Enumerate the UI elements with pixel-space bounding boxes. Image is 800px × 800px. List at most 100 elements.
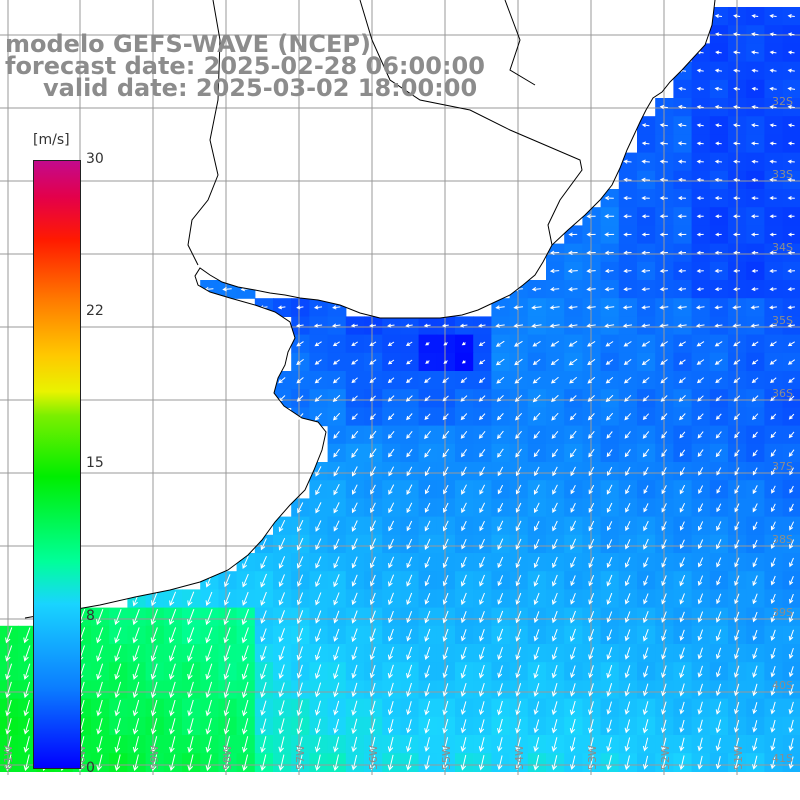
wind-arrow [151, 736, 158, 753]
wind-arrow [789, 593, 794, 604]
wind-arrow [351, 556, 358, 569]
wind-arrow [387, 754, 394, 771]
wind-arrow [715, 449, 722, 458]
wind-arrow [315, 574, 322, 588]
lat-label: 33S [772, 168, 793, 181]
wind-arrow [479, 611, 485, 624]
wind-arrow [150, 645, 158, 662]
wind-arrow [549, 323, 560, 328]
wind-arrow [623, 287, 632, 292]
wind-arrow [714, 86, 723, 91]
wind-arrow [351, 520, 358, 532]
wind-arrow [424, 628, 431, 642]
wind-arrow [787, 50, 795, 55]
wind-arrow [278, 610, 285, 625]
wind-arrow [150, 718, 158, 735]
wind-arrow [698, 521, 704, 531]
wind-arrow [624, 665, 631, 679]
wind-arrow [5, 645, 13, 662]
wind-arrow [531, 323, 542, 328]
wind-arrow [315, 538, 322, 551]
wind-arrow [169, 591, 177, 607]
wind-arrow [550, 340, 560, 347]
wind-arrow [770, 575, 776, 586]
wind-arrow [351, 502, 358, 514]
wind-arrow [496, 413, 504, 421]
wind-arrow [770, 647, 776, 660]
wind-arrow [351, 395, 358, 402]
wind-arrow [315, 592, 322, 606]
wind-arrow [406, 574, 413, 587]
wind-arrow [679, 737, 685, 752]
wind-arrow [588, 430, 595, 439]
wind-arrow [478, 430, 486, 439]
wind-arrow [659, 177, 668, 182]
wind-arrow [661, 755, 667, 770]
wind-arrow [750, 141, 759, 146]
wind-arrow [641, 141, 650, 146]
wind-arrow [787, 68, 795, 73]
wind-arrow [114, 699, 121, 717]
wind-arrow [788, 611, 794, 623]
wind-arrow [114, 754, 121, 772]
wind-arrow [641, 287, 650, 292]
wind-arrow [532, 359, 541, 366]
wind-arrow [715, 629, 722, 642]
wind-arrow [388, 520, 395, 532]
wind-arrow [716, 593, 722, 605]
wind-arrow [752, 755, 758, 770]
wind-arrow [733, 413, 741, 421]
wind-arrow [442, 647, 449, 660]
wind-arrow [769, 268, 777, 273]
wind-arrow [606, 539, 613, 550]
wind-arrow [678, 341, 686, 347]
lon-label: 57W [294, 745, 307, 770]
wind-arrow [587, 395, 595, 402]
wind-arrow [278, 628, 285, 643]
wind-arrow [296, 592, 304, 606]
wind-arrow [332, 377, 341, 384]
wind-arrow [715, 232, 722, 237]
wind-arrow [187, 754, 194, 772]
wind-arrow [495, 358, 505, 366]
wind-arrow [770, 449, 777, 457]
wind-arrow [642, 448, 650, 458]
wind-arrow [514, 376, 523, 384]
wind-arrow [223, 699, 231, 717]
wind-arrow [733, 105, 741, 110]
wind-arrow [696, 232, 704, 237]
wind-arrow [587, 413, 595, 421]
wind-arrow [733, 755, 740, 770]
wind-arrow [679, 521, 685, 531]
wind-arrow [606, 755, 612, 771]
wind-arrow [532, 340, 541, 347]
wind-arrow [678, 268, 686, 273]
wind-arrow [606, 557, 613, 568]
wind-arrow [697, 629, 704, 642]
wind-arrow [588, 755, 594, 771]
wind-arrow [715, 611, 722, 623]
wind-arrow [350, 323, 358, 328]
title-forecast-date: forecast date: 2025-02-28 06:00:00 [5, 52, 485, 80]
wind-arrow [351, 484, 358, 495]
wind-arrow [114, 663, 122, 680]
wind-arrow [315, 466, 322, 477]
wind-arrow [714, 359, 723, 365]
wind-arrow [750, 305, 760, 310]
wind-arrow [568, 305, 578, 310]
wind-arrow [443, 466, 449, 477]
wind-arrow [534, 466, 540, 477]
wind-arrow [442, 737, 449, 752]
wind-arrow [643, 665, 649, 678]
wind-arrow [114, 681, 122, 699]
wind-arrow [497, 755, 503, 771]
wind-arrow [549, 286, 560, 292]
wind-arrow [569, 413, 577, 421]
wind-arrow [442, 718, 449, 734]
wind-arrow [751, 377, 759, 384]
wind-arrow [770, 611, 776, 623]
wind-arrow [513, 323, 524, 328]
wind-arrow [260, 538, 267, 551]
wind-arrow [624, 611, 631, 623]
